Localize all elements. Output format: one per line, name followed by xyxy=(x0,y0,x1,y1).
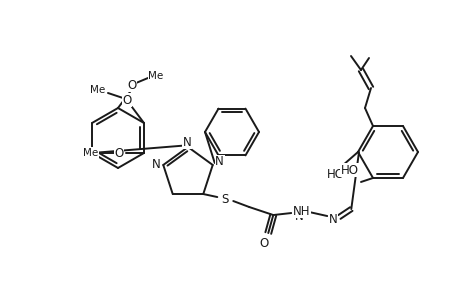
Text: NH: NH xyxy=(292,205,309,218)
Text: O: O xyxy=(114,146,123,160)
Text: O: O xyxy=(122,94,131,106)
Text: O: O xyxy=(259,236,269,250)
Text: HO: HO xyxy=(340,164,358,176)
Text: N: N xyxy=(151,158,160,172)
Text: Me: Me xyxy=(83,148,98,158)
Text: N: N xyxy=(294,209,303,223)
Text: S: S xyxy=(221,193,229,206)
Text: O: O xyxy=(127,79,136,92)
Text: N: N xyxy=(215,155,224,169)
Text: N: N xyxy=(182,136,191,148)
Text: Me: Me xyxy=(90,85,106,95)
Text: N: N xyxy=(328,212,337,226)
Text: HO: HO xyxy=(326,167,344,181)
Text: H: H xyxy=(295,204,303,214)
Text: Me: Me xyxy=(148,71,163,81)
